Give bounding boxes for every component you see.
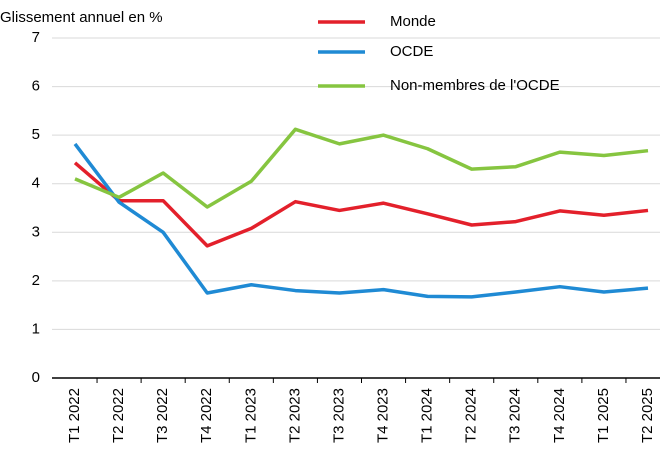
- legend-label: Monde: [390, 13, 436, 30]
- x-tick-label: T1 2022: [66, 388, 83, 443]
- x-tick-label: T3 2023: [330, 388, 347, 443]
- x-tick-label: T2 2023: [286, 388, 303, 443]
- x-tick-label: T2 2024: [463, 388, 480, 443]
- y-tick-label: 0: [32, 369, 40, 386]
- y-tick-label: 1: [32, 320, 40, 337]
- series-line: [73, 142, 649, 299]
- legend-label: Non-membres de l'OCDE: [390, 77, 560, 94]
- y-tick-label: 5: [32, 126, 40, 143]
- x-tick-label: T2 2025: [639, 388, 656, 443]
- y-tick-label: 6: [32, 78, 40, 95]
- y-axis-label: Glissement annuel en %: [0, 9, 163, 26]
- x-tick-label: T4 2024: [551, 388, 568, 443]
- x-tick-label: T4 2022: [198, 388, 215, 443]
- y-tick-label: 3: [32, 223, 40, 240]
- x-tick-label: T3 2022: [154, 388, 171, 443]
- x-tick-label: T1 2025: [595, 388, 612, 443]
- y-tick-label: 7: [32, 29, 40, 46]
- y-tick-label: 2: [32, 272, 40, 289]
- series-line: [74, 127, 649, 209]
- x-tick-label: T3 2024: [507, 388, 524, 443]
- series-line: [73, 161, 649, 248]
- y-tick-label: 4: [32, 175, 40, 192]
- x-tick-label: T2 2022: [110, 388, 127, 443]
- x-tick-label: T1 2024: [419, 388, 436, 443]
- x-tick-label: T1 2023: [242, 388, 259, 443]
- x-tick-label: T4 2023: [375, 388, 392, 443]
- legend-label: OCDE: [390, 43, 433, 60]
